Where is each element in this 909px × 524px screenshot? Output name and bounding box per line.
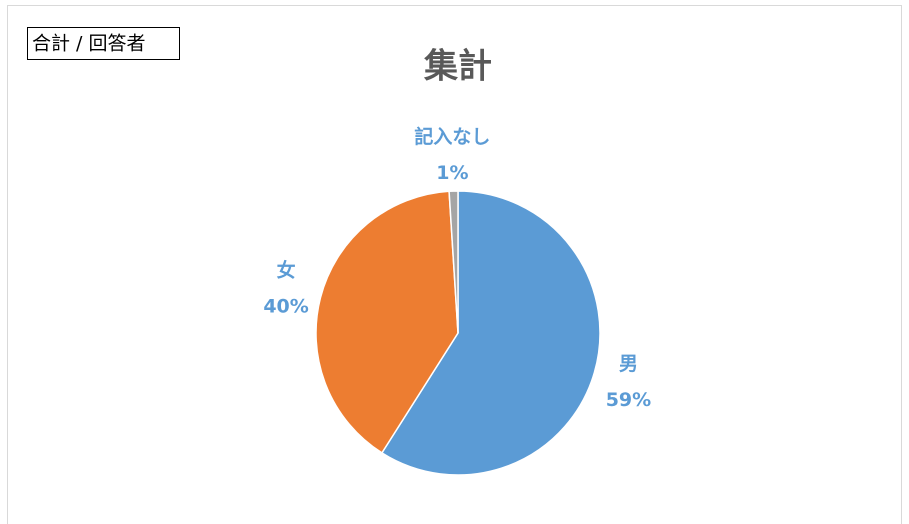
pie-slice [380,190,601,476]
pivot-label: 合計 / 回答者 [32,33,145,55]
pie-slice [448,190,459,334]
slice-value-label: 40% [263,295,308,317]
slice-category-label: 記入なし [414,125,490,148]
chart-title: 集計 [423,47,492,87]
slice-value-label: 1% [436,162,468,184]
slice-category-label: 男 [619,353,638,375]
pivot-button[interactable] [27,27,180,60]
slice-category-label: 女 [277,258,296,281]
slice-value-label: 59% [606,389,651,411]
pie-slice [315,190,459,454]
